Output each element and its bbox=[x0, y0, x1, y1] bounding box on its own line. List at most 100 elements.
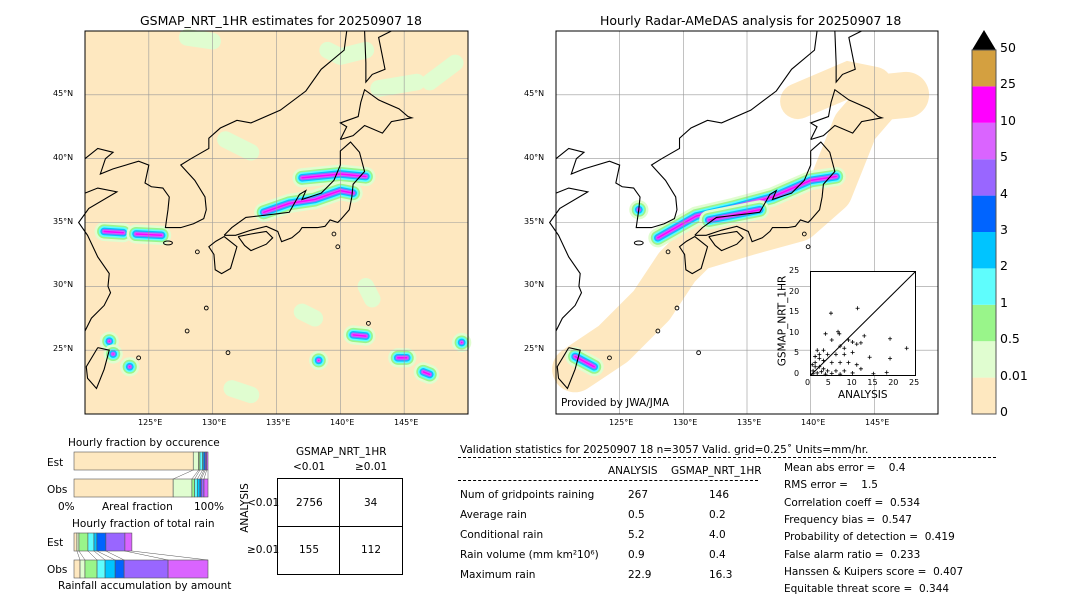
lon-tick-label: 145°E bbox=[394, 418, 419, 427]
scatter-point bbox=[888, 336, 893, 341]
scatter-point bbox=[829, 360, 834, 365]
colorbar-tick-label: 1 bbox=[1000, 294, 1008, 310]
island bbox=[666, 250, 670, 254]
colorbar-segment bbox=[972, 268, 996, 305]
light-rain-area bbox=[370, 73, 426, 97]
scatter-point bbox=[884, 370, 889, 375]
stat-gsmap-value: 4.0 bbox=[709, 529, 726, 541]
scatter-point bbox=[829, 337, 834, 342]
score-text: Mean abs error = 0.4 bbox=[784, 462, 906, 474]
score-text: Frequency bias = 0.547 bbox=[784, 513, 912, 526]
rain-obs-label: Obs bbox=[47, 564, 68, 576]
bar-segment bbox=[93, 532, 98, 552]
stats-col-analysis: ANALYSIS bbox=[608, 465, 658, 477]
scatter-point bbox=[846, 337, 851, 342]
bar-segment bbox=[73, 478, 174, 498]
island bbox=[608, 356, 612, 360]
scatter-point bbox=[821, 358, 826, 363]
rain-xlabel: Rainfall accumulation by amount bbox=[58, 580, 232, 592]
island bbox=[185, 329, 189, 333]
score-text: False alarm ratio = 0.233 bbox=[784, 548, 921, 561]
scatter-point bbox=[811, 371, 816, 376]
colorbar-frame bbox=[971, 49, 997, 415]
scatter-point bbox=[825, 368, 830, 373]
score-text: RMS error = 1.5 bbox=[784, 479, 878, 492]
scatter-point bbox=[817, 352, 822, 357]
scatter-point bbox=[862, 333, 867, 338]
contingency-title: GSMAP_NRT_1HR bbox=[296, 446, 387, 458]
bar-segment bbox=[172, 478, 193, 498]
connector-line bbox=[173, 469, 194, 480]
stat-label: Average rain bbox=[460, 509, 527, 521]
scatter-point bbox=[829, 371, 834, 376]
scatter-point bbox=[850, 370, 855, 375]
scatter-point bbox=[810, 362, 815, 367]
bar-segment bbox=[79, 559, 86, 579]
bar-segment bbox=[78, 532, 89, 552]
scatter-point bbox=[842, 368, 847, 373]
bar-segment bbox=[194, 478, 198, 498]
scatter-point bbox=[850, 340, 855, 345]
scatter-point bbox=[838, 372, 843, 377]
cell-hit-none: 2756 bbox=[296, 497, 323, 509]
coastline-hokkaido bbox=[811, 90, 882, 140]
bar-segment bbox=[203, 478, 209, 498]
scatter-point bbox=[838, 344, 843, 349]
lon-tick-label: 125°E bbox=[609, 418, 634, 427]
map-frame bbox=[85, 31, 468, 414]
bar-segment bbox=[73, 532, 78, 552]
light-rain-area bbox=[217, 131, 260, 161]
lon-tick-label: 145°E bbox=[865, 418, 890, 427]
bar-segment bbox=[192, 451, 199, 471]
stat-gsmap-value: 0.2 bbox=[709, 509, 726, 521]
bar-segment bbox=[206, 451, 209, 471]
bar-segment bbox=[76, 532, 80, 552]
right-map-title: Hourly Radar-AMeDAS analysis for 2025090… bbox=[600, 13, 902, 28]
island bbox=[137, 356, 141, 360]
lat-tick-label: 35°N bbox=[524, 216, 545, 226]
rain-cell bbox=[352, 334, 367, 337]
lon-tick-label: 130°E bbox=[202, 418, 227, 427]
connector-line bbox=[87, 550, 98, 561]
lat-tick-label: 30°N bbox=[53, 280, 74, 290]
bar-segment bbox=[167, 559, 209, 579]
contingency-col-1: ≥0.01 bbox=[355, 461, 388, 473]
scatter-ytick: 10 bbox=[789, 327, 800, 337]
scatter-xtick: 20 bbox=[888, 378, 899, 387]
bar-segment bbox=[124, 532, 133, 552]
scatter-point bbox=[823, 372, 828, 377]
bar-segment bbox=[114, 559, 125, 579]
connector-line bbox=[131, 550, 209, 561]
coastline-korea bbox=[556, 31, 817, 228]
stat-analysis-value: 22.9 bbox=[628, 569, 652, 581]
scatter-point bbox=[850, 350, 855, 355]
rain-cell bbox=[103, 230, 125, 234]
left-map-title: GSMAP_NRT_1HR estimates for 20250907 18 bbox=[140, 13, 422, 28]
rain-title: Hourly fraction of total rain bbox=[72, 518, 215, 530]
colorbar-segment bbox=[972, 122, 996, 160]
lon-tick-label: 135°E bbox=[737, 418, 762, 427]
island bbox=[675, 306, 679, 310]
contingency-row-1: ≥0.01 bbox=[247, 544, 280, 556]
island bbox=[226, 351, 230, 355]
gsmap-map bbox=[85, 31, 468, 414]
island bbox=[204, 306, 208, 310]
light-rain-area bbox=[293, 303, 324, 327]
lat-tick-label: 45°N bbox=[524, 89, 545, 98]
lon-tick-label: 140°E bbox=[330, 418, 355, 427]
colorbar-segment bbox=[972, 377, 996, 414]
occ-100pct: 100% bbox=[194, 501, 225, 513]
scatter-point bbox=[813, 354, 818, 359]
coastline-sakhalin bbox=[365, 31, 392, 82]
connector-line bbox=[197, 469, 203, 480]
colorbar-tick-label: 3 bbox=[1000, 222, 1008, 237]
occurrence-title: Hourly fraction by occurence bbox=[68, 437, 220, 449]
scatter-point bbox=[821, 366, 826, 371]
connector-line bbox=[191, 469, 199, 480]
connector-line bbox=[199, 469, 205, 480]
stat-label: Conditional rain bbox=[460, 529, 544, 541]
scatter-point bbox=[842, 346, 847, 351]
scatter-point bbox=[813, 360, 818, 365]
stats-col-gsmap: GSMAP_NRT_1HR bbox=[671, 465, 762, 477]
diagonal-line bbox=[810, 271, 916, 376]
